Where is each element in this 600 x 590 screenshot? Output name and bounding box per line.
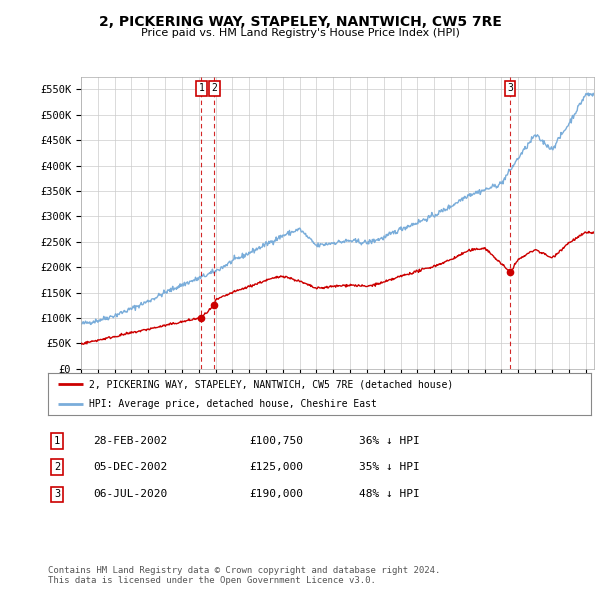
Text: HPI: Average price, detached house, Cheshire East: HPI: Average price, detached house, Ches…: [89, 399, 377, 409]
Text: 1: 1: [54, 437, 60, 446]
Text: £190,000: £190,000: [249, 490, 303, 499]
Text: 2, PICKERING WAY, STAPELEY, NANTWICH, CW5 7RE (detached house): 2, PICKERING WAY, STAPELEY, NANTWICH, CW…: [89, 379, 453, 389]
Text: 2, PICKERING WAY, STAPELEY, NANTWICH, CW5 7RE: 2, PICKERING WAY, STAPELEY, NANTWICH, CW…: [98, 15, 502, 29]
Text: £100,750: £100,750: [249, 437, 303, 446]
Text: 2: 2: [211, 83, 217, 93]
Text: 28-FEB-2002: 28-FEB-2002: [93, 437, 167, 446]
Text: Contains HM Land Registry data © Crown copyright and database right 2024.
This d: Contains HM Land Registry data © Crown c…: [48, 566, 440, 585]
Text: 06-JUL-2020: 06-JUL-2020: [93, 490, 167, 499]
Text: 3: 3: [54, 490, 60, 499]
Text: 05-DEC-2002: 05-DEC-2002: [93, 463, 167, 472]
Text: 35% ↓ HPI: 35% ↓ HPI: [359, 463, 419, 472]
Text: 36% ↓ HPI: 36% ↓ HPI: [359, 437, 419, 446]
Text: 2: 2: [54, 463, 60, 472]
Text: £125,000: £125,000: [249, 463, 303, 472]
Text: 3: 3: [507, 83, 513, 93]
Text: 48% ↓ HPI: 48% ↓ HPI: [359, 490, 419, 499]
Text: 1: 1: [199, 83, 205, 93]
Text: Price paid vs. HM Land Registry's House Price Index (HPI): Price paid vs. HM Land Registry's House …: [140, 28, 460, 38]
